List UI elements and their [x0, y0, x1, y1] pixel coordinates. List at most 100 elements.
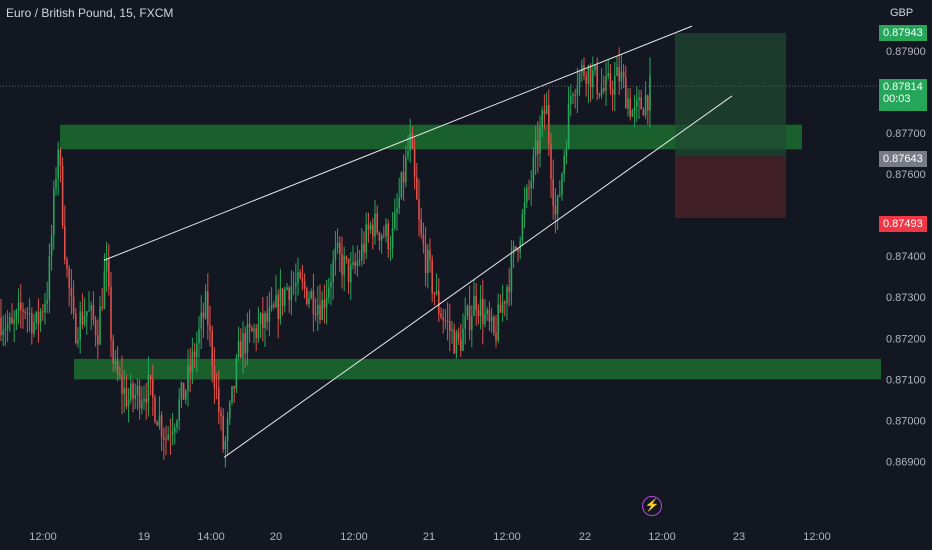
- candle-up: [114, 361, 117, 364]
- trendlines-layer[interactable]: [103, 25, 733, 458]
- candle-up: [394, 212, 396, 229]
- candle-down: [585, 75, 587, 84]
- candle-up: [398, 197, 400, 209]
- time-axis[interactable]: 12:00 19 14:00 20 12:00 21 12:00 22 12:00 23 12:00: [29, 531, 831, 543]
- candle-up: [158, 415, 161, 426]
- candle-up: [374, 213, 376, 237]
- candle-down: [424, 244, 427, 274]
- candle-down: [11, 317, 13, 324]
- candle-down: [345, 256, 348, 259]
- lightning-icon[interactable]: ⚡: [642, 496, 662, 516]
- candle-up: [50, 235, 53, 257]
- candle-up: [616, 66, 618, 77]
- candle-up: [130, 383, 132, 400]
- price-tick-label: 0.87300: [886, 292, 926, 304]
- candle-up: [253, 328, 255, 332]
- candle-down: [218, 388, 220, 413]
- candle-up: [286, 287, 288, 290]
- candle-up: [136, 385, 139, 395]
- lower-trendline[interactable]: [223, 95, 733, 458]
- candle-up: [385, 223, 387, 237]
- candle-down: [277, 294, 279, 319]
- candle-up: [391, 228, 394, 249]
- candle-up: [636, 100, 638, 107]
- candle-up: [167, 434, 169, 440]
- candle-down: [266, 313, 268, 322]
- candle-down: [376, 213, 378, 233]
- candle-down: [493, 316, 495, 333]
- stop-price-tag: 0.87493: [879, 216, 927, 232]
- candle-up: [594, 65, 596, 71]
- candle-up: [607, 73, 609, 77]
- candle-down: [363, 243, 365, 253]
- price-tick-label: 0.87100: [886, 374, 926, 386]
- upper-trendline[interactable]: [103, 25, 693, 261]
- candle-up: [196, 343, 198, 358]
- candle-down: [475, 295, 477, 311]
- price-tick-label: 0.87200: [886, 333, 926, 345]
- entry-price-tag: 0.87643: [879, 151, 927, 167]
- candle-down: [211, 330, 213, 367]
- candle-up: [649, 75, 651, 111]
- candle-down: [468, 305, 471, 330]
- candle-down: [244, 333, 246, 354]
- candle-up: [620, 71, 623, 82]
- candle-up: [103, 271, 106, 309]
- candle-down: [189, 365, 191, 373]
- candle-up: [361, 243, 363, 261]
- candle-down: [108, 259, 110, 287]
- candle-down: [550, 144, 552, 180]
- candle-up: [9, 317, 11, 325]
- candle-down: [314, 313, 317, 315]
- candle-up: [572, 94, 574, 96]
- candle-up: [123, 387, 125, 394]
- candle-down: [431, 260, 433, 293]
- candle-up: [28, 313, 31, 315]
- time-tick-label: 12:00: [648, 531, 676, 543]
- candle-down: [233, 386, 235, 389]
- candle-up: [330, 281, 332, 288]
- candle-down: [66, 259, 68, 269]
- candle-up: [427, 250, 429, 274]
- candle-down: [26, 313, 29, 315]
- candle-down: [339, 242, 341, 255]
- candle-up: [409, 132, 411, 151]
- candle-down: [101, 306, 103, 309]
- candle-up: [35, 311, 37, 323]
- candle-up: [486, 310, 488, 314]
- candle-up: [471, 316, 473, 330]
- candle-up: [464, 316, 466, 329]
- profit-area[interactable]: [675, 33, 786, 157]
- time-tick-label: 12:00: [493, 531, 521, 543]
- candle-up: [15, 310, 18, 320]
- candle-up: [295, 283, 297, 287]
- currency-label: GBP: [890, 7, 914, 19]
- candle-down: [251, 327, 253, 332]
- candle-up: [343, 256, 345, 275]
- candle-down: [149, 375, 152, 380]
- candle-up: [2, 330, 4, 336]
- candle-down: [499, 304, 502, 313]
- candle-up: [526, 187, 528, 203]
- current-price-value: 0.87814: [883, 81, 923, 93]
- candle-up: [350, 264, 352, 283]
- candle-up: [77, 339, 79, 344]
- candle-up: [4, 328, 7, 331]
- candle-down: [440, 313, 442, 318]
- candle-down: [611, 89, 614, 95]
- candle-down: [543, 110, 546, 115]
- candle-up: [259, 313, 262, 325]
- symbol-title: Euro / British Pound, 15, FXCM: [6, 6, 174, 20]
- candle-up: [242, 333, 244, 359]
- candle-down: [303, 281, 306, 289]
- candle-down: [482, 298, 484, 325]
- position-tool[interactable]: [675, 33, 786, 218]
- candle-down: [508, 287, 510, 292]
- loss-area[interactable]: [675, 156, 786, 218]
- candle-up: [235, 357, 238, 389]
- candle-up: [284, 289, 286, 306]
- candle-down: [220, 412, 222, 417]
- candle-down: [537, 140, 539, 154]
- candle-up: [336, 242, 339, 248]
